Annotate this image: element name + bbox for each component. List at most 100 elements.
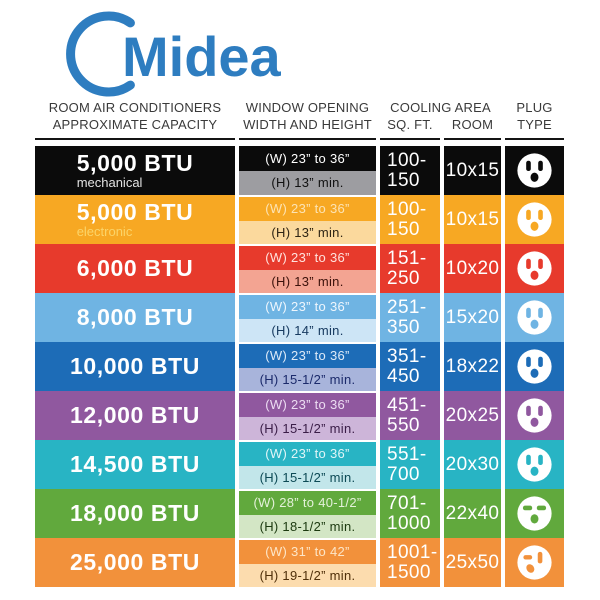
sqft-line2: 450 bbox=[387, 365, 420, 387]
midea-logo-circle bbox=[66, 11, 135, 97]
room-cell: 22x40 bbox=[444, 489, 501, 538]
room-cell: 10x15 bbox=[444, 195, 501, 244]
table-row: 12,000 BTU (W) 23” to 36” (H) 15-1/2” mi… bbox=[35, 391, 564, 440]
window-height-label: (H) 14” min. bbox=[239, 318, 376, 342]
btu-label: 5,000 BTU bbox=[76, 150, 194, 176]
header-plug-type: PLUG TYPE bbox=[505, 100, 564, 141]
outlet-two-vertical-slots-icon bbox=[517, 153, 552, 188]
outlet-combo-slots-icon bbox=[517, 545, 552, 580]
window-width-label: (W) 23” to 36” bbox=[239, 344, 376, 368]
capacity-cell: 5,000 BTU mechanical bbox=[35, 146, 235, 195]
outlet-two-vertical-slots-icon bbox=[517, 349, 552, 384]
capacity-cell: 8,000 BTU bbox=[35, 293, 235, 342]
header-window: WINDOW OPENING WIDTH AND HEIGHT bbox=[239, 100, 376, 141]
window-cell: (W) 23” to 36” (H) 13” min. bbox=[239, 244, 376, 293]
sqft-line1: 251- bbox=[387, 296, 427, 318]
sqft-cell: 100- 150 bbox=[380, 146, 440, 195]
sqft-cell: 451- 550 bbox=[380, 391, 440, 440]
table-row: 5,000 BTU electronic (W) 23” to 36” (H) … bbox=[35, 195, 564, 244]
window-height-label: (H) 15-1/2” min. bbox=[239, 367, 376, 391]
outlet-two-vertical-slots-icon bbox=[517, 398, 552, 433]
sqft-cell: 1001- 1500 bbox=[380, 538, 440, 587]
header-cooling-area: COOLING AREA SQ. FT. ROOM bbox=[380, 100, 501, 141]
outlet-two-vertical-slots-icon bbox=[517, 447, 552, 482]
sqft-cell: 351- 450 bbox=[380, 342, 440, 391]
btu-subtitle: electronic bbox=[76, 224, 133, 239]
plug-cell bbox=[505, 146, 564, 195]
table-row: 18,000 BTU (W) 28” to 40-1/2” (H) 18-1/2… bbox=[35, 489, 564, 538]
room-cell: 10x15 bbox=[444, 146, 501, 195]
plug-cell bbox=[505, 244, 564, 293]
window-height-label: (H) 18-1/2” min. bbox=[239, 514, 376, 538]
sqft-line1: 100- bbox=[387, 149, 427, 171]
room-cell: 25x50 bbox=[444, 538, 501, 587]
window-cell: (W) 23” to 36” (H) 14” min. bbox=[239, 293, 376, 342]
table-row: 25,000 BTU (W) 31” to 42” (H) 19-1/2” mi… bbox=[35, 538, 564, 587]
table-row: 6,000 BTU (W) 23” to 36” (H) 13” min. 15… bbox=[35, 244, 564, 293]
window-width-label: (W) 23” to 36” bbox=[239, 295, 376, 319]
sqft-line2: 250 bbox=[387, 267, 420, 289]
capacity-cell: 5,000 BTU electronic bbox=[35, 195, 235, 244]
header-cooling-label: COOLING AREA bbox=[390, 100, 491, 115]
btu-label: 5,000 BTU bbox=[76, 199, 194, 225]
sqft-cell: 251- 350 bbox=[380, 293, 440, 342]
room-cell: 15x20 bbox=[444, 293, 501, 342]
capacity-cell: 25,000 BTU bbox=[35, 538, 235, 587]
header-capacity: ROOM AIR CONDITIONERS APPROXIMATE CAPACI… bbox=[35, 100, 235, 141]
window-cell: (W) 23” to 36” (H) 13” min. bbox=[239, 146, 376, 195]
sqft-line1: 100- bbox=[387, 198, 427, 220]
capacity-table: 5,000 BTU mechanical (W) 23” to 36” (H) … bbox=[35, 146, 564, 587]
sqft-cell: 701- 1000 bbox=[380, 489, 440, 538]
sqft-cell: 100- 150 bbox=[380, 195, 440, 244]
btu-label: 8,000 BTU bbox=[76, 304, 194, 330]
midea-logo-text: Midea bbox=[122, 25, 282, 88]
midea-logo: Midea bbox=[66, 11, 282, 97]
window-height-label: (H) 13” min. bbox=[239, 170, 376, 195]
sqft-cell: 151- 250 bbox=[380, 244, 440, 293]
btu-label: 25,000 BTU bbox=[69, 549, 200, 575]
capacity-cell: 10,000 BTU bbox=[35, 342, 235, 391]
outlet-two-horizontal-slots-icon bbox=[517, 496, 552, 531]
window-width-label: (W) 23” to 36” bbox=[239, 146, 376, 171]
sqft-line2: 350 bbox=[387, 316, 420, 338]
window-cell: (W) 31” to 42” (H) 19-1/2” min. bbox=[239, 538, 376, 587]
window-height-label: (H) 19-1/2” min. bbox=[239, 563, 376, 587]
plug-cell bbox=[505, 440, 564, 489]
btu-label: 10,000 BTU bbox=[69, 353, 200, 379]
window-cell: (W) 23” to 36” (H) 15-1/2” min. bbox=[239, 440, 376, 489]
header-capacity-line1: ROOM AIR CONDITIONERS bbox=[48, 100, 222, 115]
table-row: 8,000 BTU (W) 23” to 36” (H) 14” min. 25… bbox=[35, 293, 564, 342]
plug-cell bbox=[505, 342, 564, 391]
outlet-two-vertical-slots-icon bbox=[517, 251, 552, 286]
capacity-cell: 18,000 BTU bbox=[35, 489, 235, 538]
room-cell: 10x20 bbox=[444, 244, 501, 293]
sqft-line2: 700 bbox=[387, 463, 420, 485]
plug-cell bbox=[505, 489, 564, 538]
room-cell: 18x22 bbox=[444, 342, 501, 391]
sqft-line1: 701- bbox=[387, 492, 427, 514]
header-plug-line2: TYPE bbox=[517, 116, 552, 132]
window-height-label: (H) 15-1/2” min. bbox=[239, 416, 376, 440]
sqft-line1: 1001- bbox=[387, 541, 438, 563]
window-width-label: (W) 23” to 36” bbox=[239, 197, 376, 221]
header-sqft: SQ. FT. bbox=[380, 117, 440, 141]
plug-cell bbox=[505, 391, 564, 440]
table-row: 5,000 BTU mechanical (W) 23” to 36” (H) … bbox=[35, 146, 564, 195]
sqft-line2: 150 bbox=[387, 218, 420, 240]
sqft-line2: 150 bbox=[387, 169, 420, 191]
window-width-label: (W) 23” to 36” bbox=[239, 246, 376, 270]
sqft-line1: 151- bbox=[387, 247, 427, 269]
window-height-label: (H) 13” min. bbox=[239, 269, 376, 293]
plug-cell bbox=[505, 538, 564, 587]
outlet-two-vertical-slots-icon bbox=[517, 202, 552, 237]
capacity-cell: 14,500 BTU bbox=[35, 440, 235, 489]
capacity-cell: 6,000 BTU bbox=[35, 244, 235, 293]
window-width-label: (W) 31” to 42” bbox=[239, 540, 376, 564]
window-cell: (W) 23” to 36” (H) 15-1/2” min. bbox=[239, 342, 376, 391]
window-width-label: (W) 23” to 36” bbox=[239, 442, 376, 466]
sqft-line2: 550 bbox=[387, 414, 420, 436]
room-cell: 20x25 bbox=[444, 391, 501, 440]
window-width-label: (W) 28” to 40-1/2” bbox=[239, 491, 376, 515]
header-room: ROOM bbox=[444, 117, 501, 141]
room-cell: 20x30 bbox=[444, 440, 501, 489]
